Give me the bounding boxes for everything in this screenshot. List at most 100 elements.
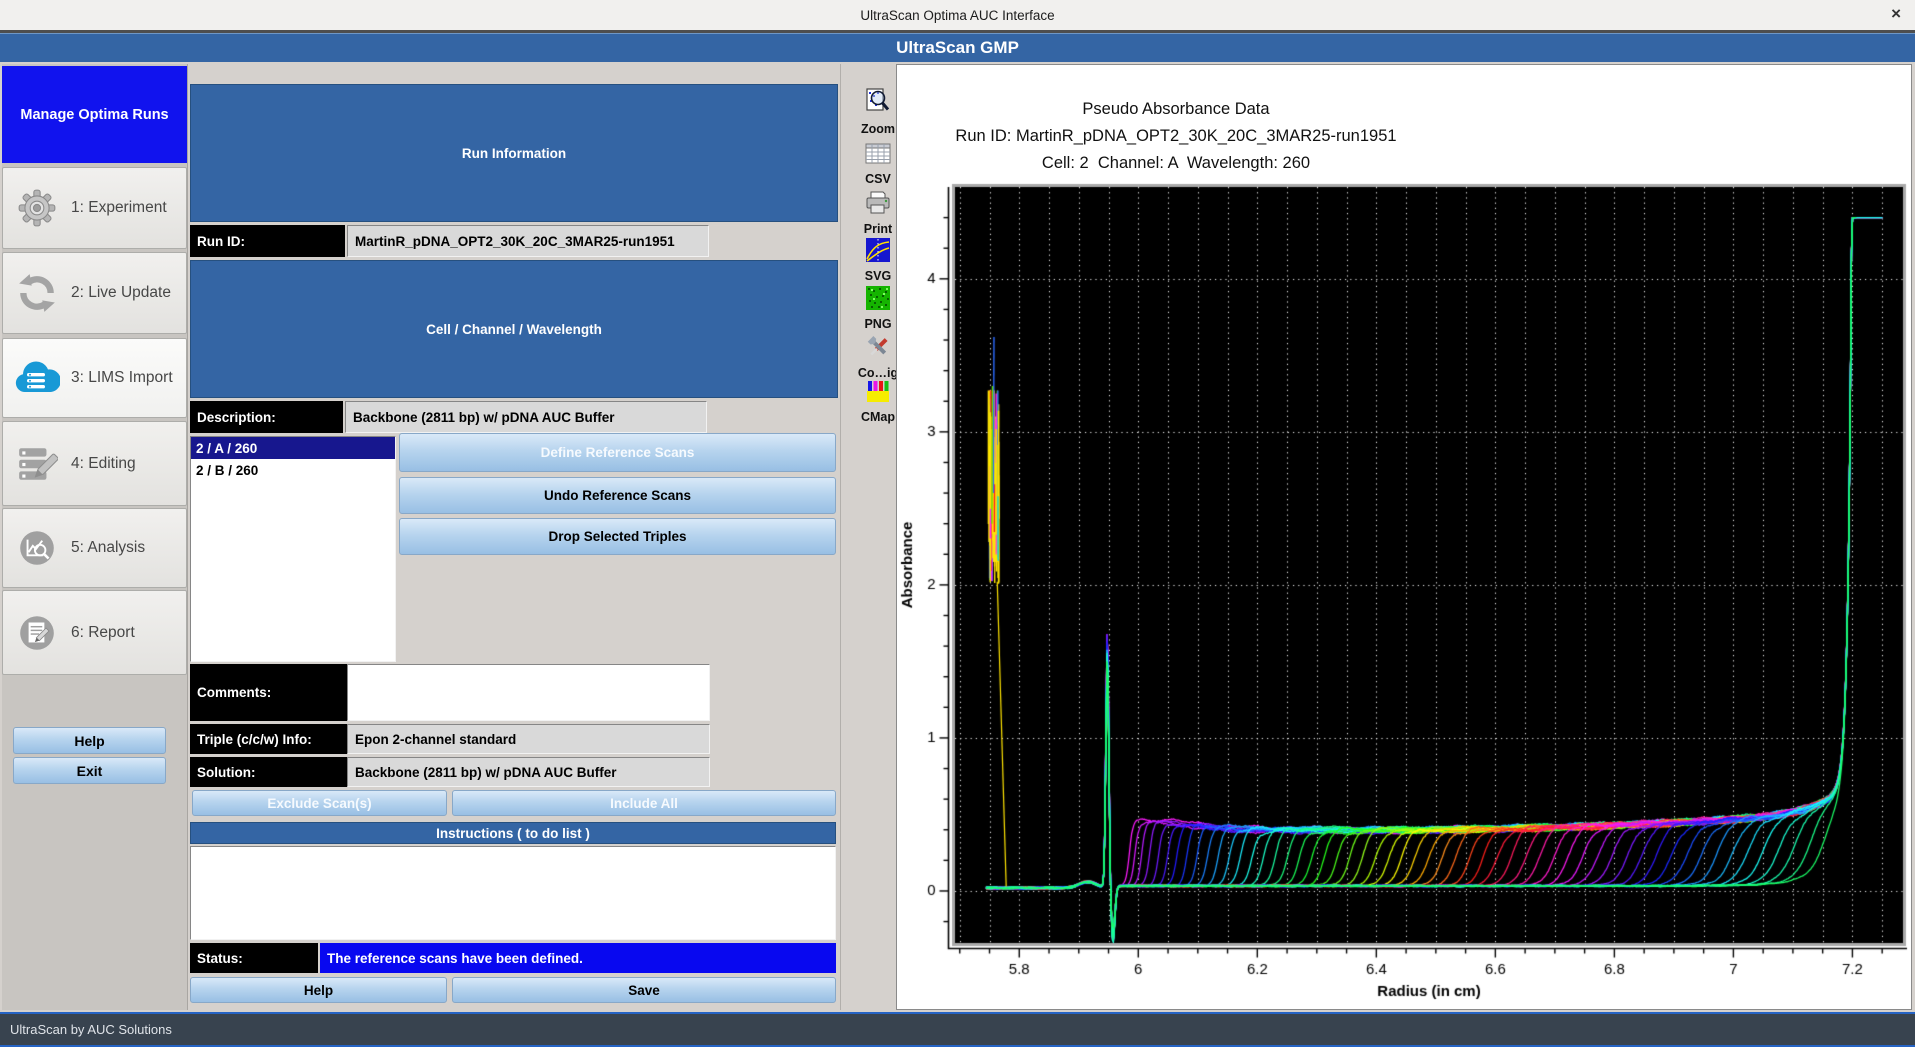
close-icon[interactable]: ×	[1891, 4, 1901, 24]
instructions-banner: Instructions ( to do list )	[190, 822, 836, 844]
triple-list-item[interactable]: 2 / A / 260	[191, 437, 395, 459]
window-title: UltraScan Optima AUC Interface	[860, 8, 1054, 23]
sidebar-item-label: 5: Analysis	[71, 539, 145, 557]
exclude-scans-button[interactable]: Exclude Scan(s)	[192, 790, 447, 816]
description-value-text: Backbone (2811 bp) w/ pDNA AUC Buffer	[353, 410, 615, 425]
sidebar-item-label: 3: LIMS Import	[71, 369, 173, 387]
save-label: Save	[628, 983, 660, 998]
config-tool-label: Co…ig	[858, 366, 898, 380]
triple-info-label: Triple (c/c/w) Info:	[190, 724, 347, 754]
run-id-value-text: MartinR_pDNA_OPT2_30K_20C_3MAR25-run1951	[355, 234, 675, 249]
app-header: UltraScan GMP	[0, 33, 1915, 62]
absorbance-plot-canvas[interactable]	[898, 162, 1913, 1012]
description-label: Description:	[190, 401, 343, 433]
description-label-text: Description:	[197, 410, 276, 425]
save-button[interactable]: Save	[452, 977, 836, 1003]
window-titlebar: UltraScan Optima AUC Interface ×	[0, 0, 1915, 30]
cloud-import-icon	[13, 359, 61, 397]
csv-icon	[865, 142, 891, 171]
colormap-icon	[865, 380, 891, 409]
solution-label: Solution:	[190, 757, 347, 787]
sidebar-item-label: 6: Report	[71, 624, 135, 642]
print-tool-label: Print	[864, 222, 892, 236]
triple-label: 2 / B / 260	[196, 463, 258, 478]
sidebar-item-label: 4: Editing	[71, 455, 136, 473]
run-id-value: MartinR_pDNA_OPT2_30K_20C_3MAR25-run1951	[347, 225, 709, 257]
cell-channel-wavelength-banner: Cell / Channel / Wavelength	[190, 260, 838, 398]
exit-button-label: Exit	[77, 763, 103, 779]
refresh-icon	[13, 272, 61, 314]
triple-list: 2 / A / 260 2 / B / 260	[190, 436, 396, 662]
sidebar-item-manage-optima-runs[interactable]: Manage Optima Runs	[2, 66, 187, 163]
comments-label-text: Comments:	[197, 685, 271, 700]
solution-label-text: Solution:	[197, 765, 255, 780]
app-statusbar: UltraScan by AUC Solutions	[0, 1012, 1915, 1047]
sidebar-item-experiment[interactable]: 1: Experiment	[2, 167, 187, 249]
comments-label: Comments:	[190, 664, 347, 721]
sidebar-help-button[interactable]: Help	[13, 727, 166, 754]
instructions-list	[190, 846, 836, 940]
png-tool-label: PNG	[864, 317, 891, 331]
png-export-icon	[865, 285, 891, 316]
print-icon	[865, 190, 891, 221]
plot-subtitle-run-id: Run ID: MartinR_pDNA_OPT2_30K_20C_3MAR25…	[898, 123, 1454, 150]
sidebar: Manage Optima Runs 1: Experiment	[2, 64, 188, 1010]
toolbar-separator	[840, 64, 841, 1010]
edit-list-icon	[13, 443, 61, 485]
triple-info-label-text: Triple (c/c/w) Info:	[197, 732, 312, 747]
status-value-text: The reference scans have been defined.	[327, 951, 583, 966]
run-id-label: Run ID:	[190, 225, 345, 257]
comments-input[interactable]	[347, 664, 710, 721]
config-icon	[865, 334, 891, 365]
solution-value-text: Backbone (2811 bp) w/ pDNA AUC Buffer	[355, 765, 617, 780]
solution-value: Backbone (2811 bp) w/ pDNA AUC Buffer	[347, 757, 710, 787]
include-all-button[interactable]: Include All	[452, 790, 836, 816]
undo-reference-scans-label: Undo Reference Scans	[544, 488, 691, 503]
description-value: Backbone (2811 bp) w/ pDNA AUC Buffer	[345, 401, 707, 433]
run-information-banner: Run Information	[190, 84, 838, 222]
sidebar-item-editing[interactable]: 4: Editing	[2, 421, 187, 506]
panel-help-button[interactable]: Help	[190, 977, 447, 1003]
define-reference-scans-button[interactable]: Define Reference Scans	[399, 433, 836, 472]
sidebar-item-analysis[interactable]: 5: Analysis	[2, 508, 187, 588]
ccw-banner-label: Cell / Channel / Wavelength	[426, 322, 602, 337]
status-label: Status:	[190, 943, 318, 973]
help-button-label: Help	[74, 733, 104, 749]
app-title: UltraScan GMP	[896, 38, 1019, 58]
sidebar-item-lims-import[interactable]: 3: LIMS Import	[2, 338, 187, 418]
status-label-text: Status:	[197, 951, 243, 966]
triple-info-value: Epon 2-channel standard	[347, 724, 710, 754]
manage-optima-runs-label: Manage Optima Runs	[20, 107, 168, 123]
gear-icon	[13, 187, 61, 229]
colormap-tool-label: CMap	[861, 410, 895, 424]
exclude-scans-label: Exclude Scan(s)	[267, 796, 371, 811]
triple-label: 2 / A / 260	[196, 441, 257, 456]
run-id-label-text: Run ID:	[197, 234, 245, 249]
sidebar-item-live-update[interactable]: 2: Live Update	[2, 252, 187, 334]
csv-tool-label: CSV	[865, 172, 891, 186]
sidebar-item-label: 2: Live Update	[71, 284, 171, 302]
sidebar-item-report[interactable]: 6: Report	[2, 590, 187, 675]
drop-selected-triples-button[interactable]: Drop Selected Triples	[399, 518, 836, 555]
svg-tool-label: SVG	[865, 269, 891, 283]
report-icon	[13, 612, 61, 654]
zoom-tool-label: Zoom	[861, 122, 895, 136]
sidebar-exit-button[interactable]: Exit	[13, 757, 166, 784]
include-all-label: Include All	[610, 796, 678, 811]
plot-title: Pseudo Absorbance Data	[898, 96, 1454, 123]
define-reference-scans-label: Define Reference Scans	[541, 445, 695, 460]
svg-export-icon	[865, 237, 891, 268]
triple-list-item[interactable]: 2 / B / 260	[191, 459, 395, 481]
undo-reference-scans-button[interactable]: Undo Reference Scans	[399, 477, 836, 514]
run-information-banner-label: Run Information	[462, 146, 566, 161]
panel-help-label: Help	[304, 983, 333, 998]
zoom-icon	[865, 88, 891, 121]
ultrascan-window: UltraScan Optima AUC Interface × UltraSc…	[0, 0, 1915, 1047]
drop-selected-triples-label: Drop Selected Triples	[548, 529, 686, 544]
status-value: The reference scans have been defined.	[320, 943, 836, 973]
analysis-icon	[13, 527, 61, 569]
instructions-banner-label: Instructions ( to do list )	[436, 826, 590, 841]
triple-info-value-text: Epon 2-channel standard	[355, 732, 516, 747]
statusbar-text: UltraScan by AUC Solutions	[10, 1022, 172, 1037]
sidebar-item-label: 1: Experiment	[71, 199, 167, 217]
